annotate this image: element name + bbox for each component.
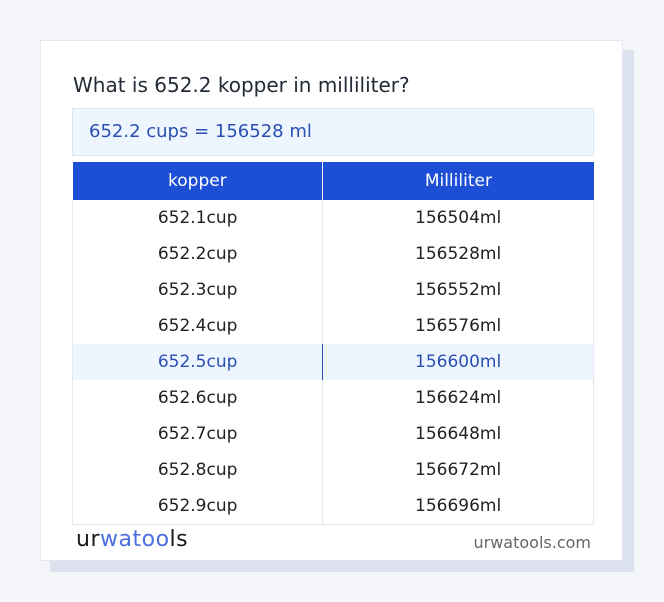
- milliliter-cell: 156600ml: [322, 344, 594, 380]
- kopper-cell: 652.7cup: [71, 416, 324, 452]
- kopper-cell: 652.8cup: [71, 452, 324, 488]
- milliliter-cell: 156552ml: [322, 272, 594, 308]
- milliliter-cell: 156648ml: [322, 416, 594, 452]
- milliliter-cell: 156672ml: [322, 452, 594, 488]
- header-milliliter: Milliliter: [322, 162, 594, 200]
- table-row: 652.5cup 156600ml: [71, 344, 594, 380]
- header-kopper: kopper: [72, 162, 324, 200]
- table-row: 652.8cup 156672ml: [71, 452, 594, 488]
- urwatools-logo[interactable]: urwatools: [76, 527, 189, 552]
- milliliter-cell: 156576ml: [322, 308, 594, 344]
- kopper-cell: 652.6cup: [71, 380, 324, 416]
- page-title: What is 652.2 kopper in milliliter?: [73, 73, 410, 97]
- table-row: 652.4cup 156576ml: [71, 308, 594, 344]
- table-row: 652.9cup 156696ml: [71, 488, 594, 525]
- milliliter-cell: 156504ml: [322, 200, 594, 236]
- table-row: 652.1cup 156504ml: [71, 200, 594, 236]
- table-row: 652.2cup 156528ml: [71, 236, 594, 272]
- kopper-cell: 652.4cup: [71, 308, 324, 344]
- kopper-cell: 652.2cup: [71, 236, 324, 272]
- kopper-cell: 652.3cup: [71, 272, 324, 308]
- table-row: 652.7cup 156648ml: [71, 416, 594, 452]
- table-row: 652.6cup 156624ml: [71, 380, 594, 416]
- kopper-cell: 652.1cup: [71, 200, 324, 236]
- result-box: 652.2 cups = 156528 ml: [72, 108, 594, 156]
- table-row: 652.3cup 156552ml: [71, 272, 594, 308]
- milliliter-cell: 156528ml: [322, 236, 594, 272]
- conversion-table: kopper Milliliter 652.1cup 156504ml 652.2c…: [71, 162, 594, 525]
- kopper-cell: 652.5cup: [71, 344, 324, 380]
- converter-card: What is 652.2 kopper in milliliter? 652.…: [40, 40, 623, 561]
- site-link[interactable]: urwatools.com: [473, 533, 592, 552]
- milliliter-cell: 156696ml: [322, 488, 594, 525]
- kopper-cell: 652.9cup: [71, 488, 324, 525]
- milliliter-cell: 156624ml: [322, 380, 594, 416]
